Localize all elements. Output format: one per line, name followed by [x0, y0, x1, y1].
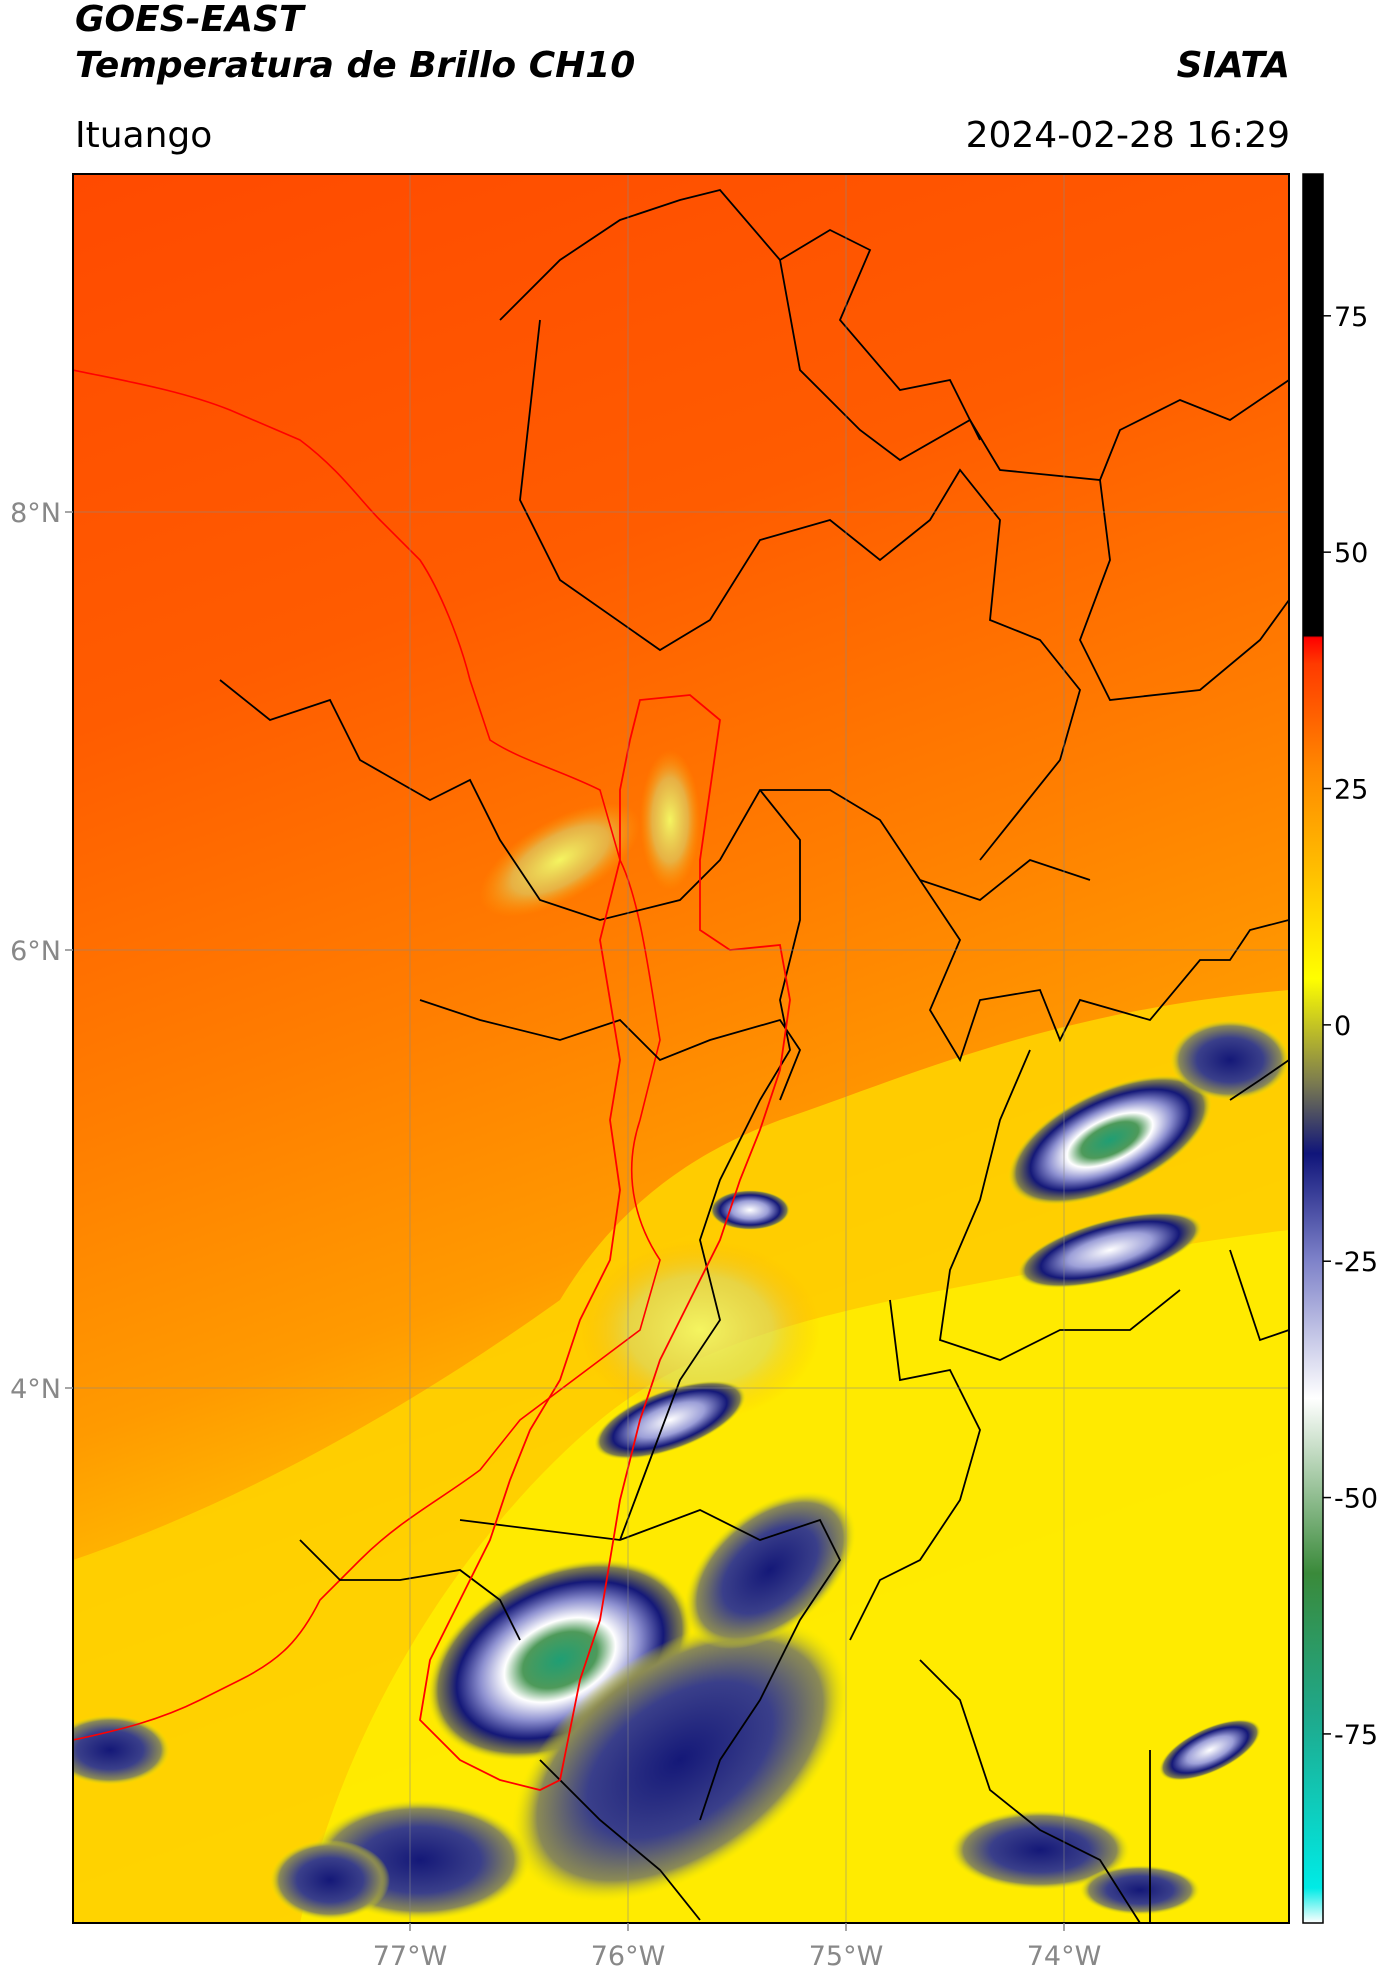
colorbar-tick-label: 25	[1334, 775, 1368, 806]
colorbar-tick-label: -25	[1334, 1247, 1378, 1278]
lon-tick-label: 75°W	[809, 1941, 884, 1972]
lat-tick-label: 6°N	[10, 936, 61, 967]
lat-tick-label: 8°N	[10, 498, 61, 529]
organization-label: SIATA	[1176, 45, 1290, 86]
lat-tick-label: 4°N	[10, 1374, 61, 1405]
colorbar-tick-label: 0	[1334, 1011, 1351, 1042]
colorbar	[1303, 174, 1323, 1923]
lon-tick-label: 74°W	[1027, 1941, 1102, 1972]
gridlines	[73, 174, 1289, 1923]
region-label: Ituango	[75, 115, 213, 156]
colorbar-tick-label: -50	[1334, 1484, 1378, 1515]
title-line-2: Temperatura de Brillo CH10	[75, 45, 636, 86]
timestamp-label: 2024-02-28 16:29	[965, 115, 1290, 156]
colorbar-frame	[1302, 173, 1324, 1924]
lon-tick-label: 76°W	[591, 1941, 666, 1972]
colorbar-tick-label: 75	[1334, 302, 1368, 333]
lon-tick-label: 77°W	[373, 1941, 448, 1972]
map-frame	[72, 173, 1290, 1924]
brightness-temperature-field	[73, 174, 1289, 1923]
title-line-1: GOES-EAST	[75, 0, 304, 40]
colorbar-tick-label: -75	[1334, 1720, 1378, 1751]
colorbar-tick-label: 50	[1334, 538, 1368, 569]
